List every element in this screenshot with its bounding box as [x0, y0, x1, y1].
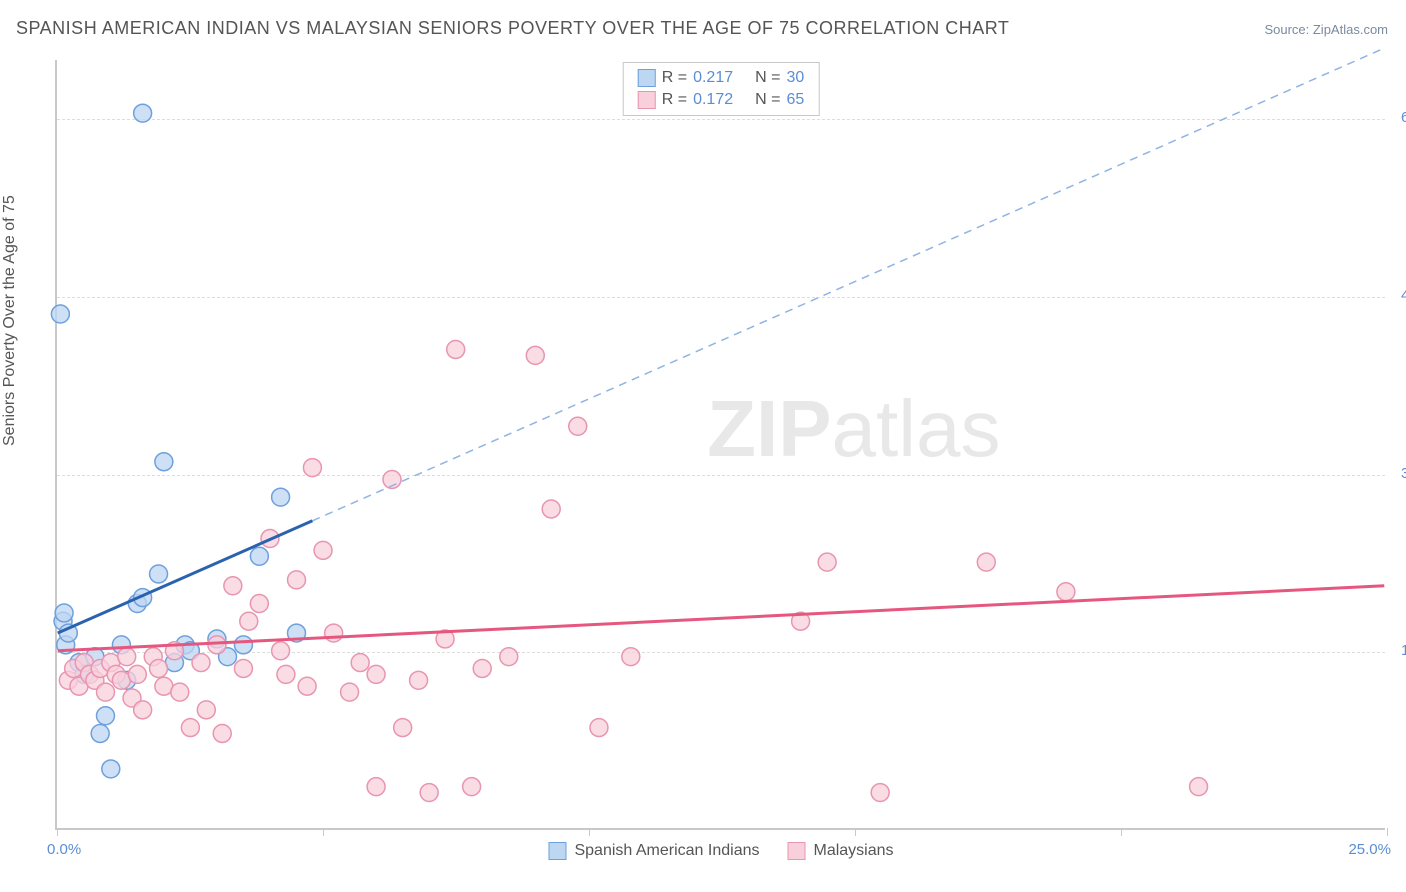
- data-point: [298, 677, 316, 695]
- legend-label-2: Malaysians: [813, 842, 893, 860]
- data-point: [977, 553, 995, 571]
- y-tick-label: 60.0%: [1391, 109, 1406, 126]
- y-tick-label: 45.0%: [1391, 287, 1406, 304]
- data-point: [410, 671, 428, 689]
- data-point: [234, 660, 252, 678]
- data-point: [394, 719, 412, 737]
- data-point: [102, 760, 120, 778]
- data-point: [303, 459, 321, 477]
- trend-line: [58, 521, 313, 633]
- data-point: [213, 725, 231, 743]
- x-axis-min-label: 0.0%: [47, 841, 81, 858]
- chart-svg: [57, 60, 1385, 828]
- data-point: [128, 665, 146, 683]
- chart-title: SPANISH AMERICAN INDIAN VS MALAYSIAN SEN…: [16, 18, 1009, 39]
- data-point: [150, 565, 168, 583]
- data-point: [97, 683, 115, 701]
- data-point: [272, 642, 290, 660]
- data-point: [367, 778, 385, 796]
- data-point: [818, 553, 836, 571]
- data-point: [351, 654, 369, 672]
- data-point: [367, 665, 385, 683]
- legend-bottom: Spanish American Indians Malaysians: [548, 842, 893, 860]
- data-point: [341, 683, 359, 701]
- data-point: [51, 305, 69, 323]
- data-point: [250, 595, 268, 613]
- x-tick: [855, 828, 856, 836]
- x-tick: [1121, 828, 1122, 836]
- data-point: [208, 636, 226, 654]
- data-point: [155, 453, 173, 471]
- legend-label-1: Spanish American Indians: [574, 842, 759, 860]
- data-point: [314, 541, 332, 559]
- data-point: [542, 500, 560, 518]
- data-point: [192, 654, 210, 672]
- data-point: [590, 719, 608, 737]
- data-point: [118, 648, 136, 666]
- data-point: [134, 104, 152, 122]
- data-point: [272, 488, 290, 506]
- legend-item-1: Spanish American Indians: [548, 842, 759, 860]
- data-point: [569, 417, 587, 435]
- data-point: [473, 660, 491, 678]
- data-point: [325, 624, 343, 642]
- data-point: [55, 604, 73, 622]
- x-tick: [57, 828, 58, 836]
- data-point: [1057, 583, 1075, 601]
- data-point: [181, 719, 199, 737]
- data-point: [871, 784, 889, 802]
- data-point: [197, 701, 215, 719]
- source-attribution: Source: ZipAtlas.com: [1264, 22, 1388, 37]
- data-point: [91, 725, 109, 743]
- data-point: [500, 648, 518, 666]
- x-tick: [323, 828, 324, 836]
- data-point: [97, 707, 115, 725]
- data-point: [622, 648, 640, 666]
- legend-swatch-2: [787, 842, 805, 860]
- y-tick-label: 30.0%: [1391, 465, 1406, 482]
- x-axis-max-label: 25.0%: [1348, 841, 1391, 858]
- data-point: [134, 701, 152, 719]
- data-point: [463, 778, 481, 796]
- y-tick-label: 15.0%: [1391, 642, 1406, 659]
- plot-area: ZIPatlas 0.0% 25.0% R = 0.217 N = 30 R =…: [55, 60, 1385, 830]
- data-point: [1190, 778, 1208, 796]
- trend-line-dashed: [312, 48, 1384, 521]
- y-axis-label: Seniors Poverty Over the Age of 75: [1, 195, 19, 446]
- data-point: [240, 612, 258, 630]
- legend-swatch-1: [548, 842, 566, 860]
- data-point: [447, 341, 465, 359]
- data-point: [526, 346, 544, 364]
- data-point: [171, 683, 189, 701]
- data-point: [150, 660, 168, 678]
- data-point: [277, 665, 295, 683]
- x-tick: [589, 828, 590, 836]
- x-tick: [1387, 828, 1388, 836]
- data-point: [288, 571, 306, 589]
- legend-item-2: Malaysians: [787, 842, 893, 860]
- data-point: [224, 577, 242, 595]
- data-point: [250, 547, 268, 565]
- data-point: [234, 636, 252, 654]
- data-point: [420, 784, 438, 802]
